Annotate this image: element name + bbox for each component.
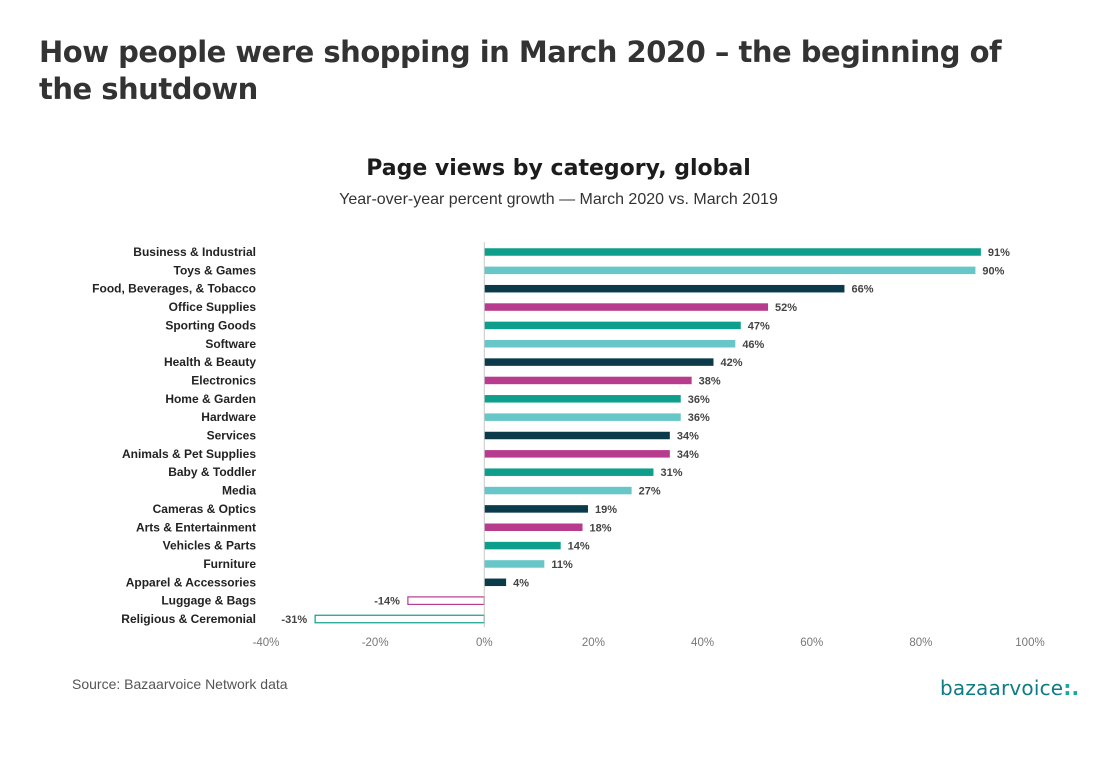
category-label: Media <box>222 484 256 498</box>
chart-subtitle: Year-over-year percent growth — March 20… <box>339 191 778 208</box>
category-label: Apparel & Accessories <box>126 575 257 589</box>
bar <box>484 321 741 330</box>
logo-text: bazaarvoice <box>940 676 1064 700</box>
category-label: Baby & Toddler <box>168 465 256 479</box>
x-tick-label: 100% <box>1015 637 1044 649</box>
category-label: Hardware <box>201 410 256 424</box>
category-label: Services <box>207 429 257 443</box>
data-label: 36% <box>688 394 710 406</box>
data-label: 90% <box>982 265 1004 277</box>
category-label: Furniture <box>203 557 256 571</box>
chart-title: Page views by category, global <box>366 156 751 181</box>
category-label: Cameras & Optics <box>153 502 257 516</box>
bar <box>484 395 681 403</box>
data-label: 11% <box>551 559 573 571</box>
category-label: Software <box>205 337 256 351</box>
category-label: Sporting Goods <box>165 318 256 332</box>
category-label: Food, Beverages, & Tobacco <box>92 282 256 296</box>
bar <box>484 560 545 568</box>
category-label: Religious & Ceremonial <box>121 612 256 626</box>
x-tick-label: 80% <box>909 637 932 649</box>
bar <box>484 431 670 440</box>
data-label: 19% <box>595 504 617 516</box>
bar <box>484 413 681 421</box>
bar <box>484 468 654 476</box>
category-label: Luggage & Bags <box>161 594 256 608</box>
data-label: 91% <box>988 247 1010 259</box>
data-label: -31% <box>281 614 307 626</box>
data-label: 47% <box>748 320 770 332</box>
source-note: Source: Bazaarvoice Network data <box>72 676 288 692</box>
data-label: 38% <box>699 375 721 387</box>
data-label: 34% <box>677 449 699 461</box>
data-label: -14% <box>374 596 400 608</box>
category-label: Health & Beauty <box>164 355 256 369</box>
category-label: Vehicles & Parts <box>163 539 257 553</box>
axis-layer: Business & Industrial Toys & Games Food, B… <box>92 242 1045 649</box>
category-label: Home & Garden <box>165 392 256 406</box>
x-tick-label: 20% <box>582 637 605 649</box>
category-label: Toys & Games <box>174 263 257 277</box>
bar <box>484 358 714 366</box>
data-label: 52% <box>775 302 797 314</box>
data-label: 31% <box>660 467 682 479</box>
x-tick-label: -20% <box>362 637 389 649</box>
data-label: 14% <box>568 541 590 553</box>
bar <box>407 596 485 606</box>
data-label: 4% <box>513 577 529 589</box>
data-label: 36% <box>688 412 710 424</box>
bar <box>484 340 736 348</box>
bazaarvoice-logo: bazaarvoice:. <box>940 676 1079 700</box>
page-headline: How people were shopping in March 2020 –… <box>39 35 1002 106</box>
data-label: 42% <box>720 357 742 369</box>
bar <box>484 284 845 293</box>
x-tick-label: 60% <box>800 637 823 649</box>
bar <box>484 486 632 495</box>
bar <box>484 266 976 275</box>
bar <box>314 614 485 624</box>
data-label: 46% <box>742 339 764 351</box>
bar <box>484 578 507 587</box>
category-label: Electronics <box>191 373 256 387</box>
category-label: Business & Industrial <box>133 245 256 259</box>
category-label: Arts & Entertainment <box>136 520 256 534</box>
x-tick-label: -40% <box>253 637 280 649</box>
category-label: Office Supplies <box>169 300 257 314</box>
bars-layer: 91% 90% 66% 52% 47% 46%42% 38% 36% 36% 34% 34% 31% 2… <box>281 247 1010 626</box>
data-label: 18% <box>590 522 612 534</box>
data-label: 34% <box>677 431 699 443</box>
x-tick-label: 40% <box>691 637 714 649</box>
bar <box>484 505 588 513</box>
x-tick-label: 0% <box>476 637 493 649</box>
bar <box>484 303 769 311</box>
bar <box>484 541 561 550</box>
data-label: 66% <box>851 284 873 296</box>
category-label: Animals & Pet Supplies <box>122 447 256 461</box>
logo-dots: :. <box>1063 676 1080 700</box>
bar <box>484 523 583 531</box>
bar <box>484 248 981 256</box>
bar <box>484 376 692 385</box>
data-label: 27% <box>639 486 661 498</box>
bar <box>484 450 670 458</box>
